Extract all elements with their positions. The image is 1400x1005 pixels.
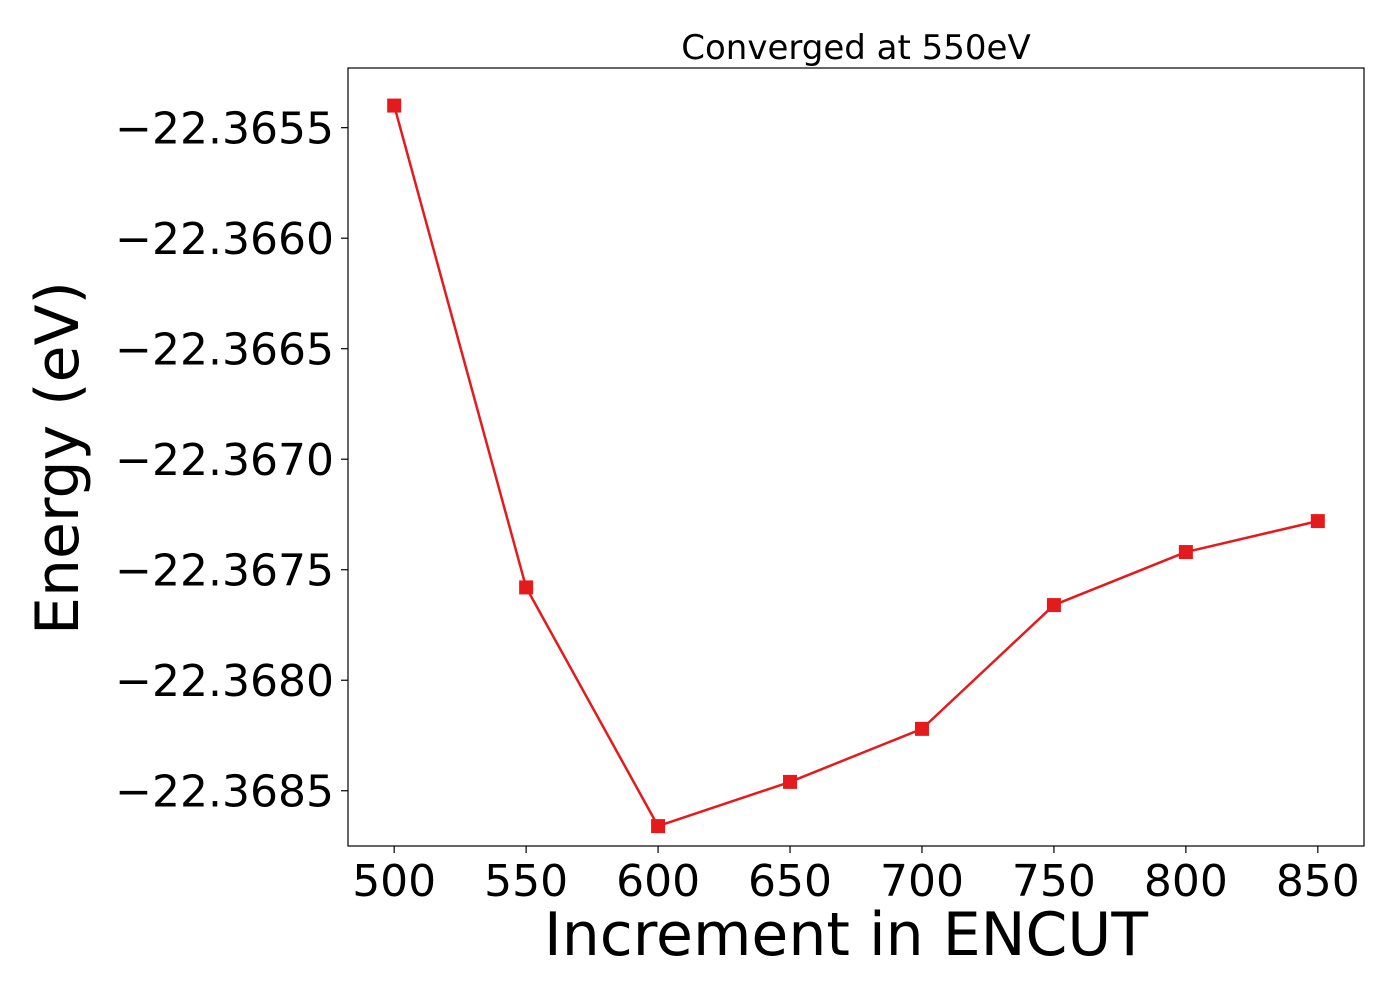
x-axis-ticks: 500 550 600 650 700 750 800 850 (352, 846, 1360, 907)
x-tick-label: 800 (1144, 856, 1228, 907)
y-tick-label: −22.3655 (115, 104, 334, 155)
x-tick-label: 500 (352, 856, 436, 907)
data-point-marker (914, 721, 929, 736)
chart-title: Converged at 550eV (681, 28, 1030, 68)
x-tick-label: 850 (1276, 856, 1360, 907)
y-tick-label: −22.3680 (115, 656, 334, 707)
data-point-marker (519, 580, 534, 595)
data-point-marker (1310, 514, 1325, 529)
plot-area (387, 98, 1325, 834)
y-tick-label: −22.3670 (115, 435, 334, 486)
x-axis-label: Increment in ENCUT (544, 900, 1148, 970)
y-axis-label: Energy (eV) (23, 281, 93, 635)
x-tick-label: 650 (748, 856, 832, 907)
y-axis-ticks: −22.3655 −22.3660 −22.3665 −22.3670 −22.3675… (115, 104, 348, 818)
y-tick-label: −22.3675 (115, 546, 334, 597)
x-tick-label: 700 (880, 856, 964, 907)
data-point-marker (651, 819, 666, 834)
x-tick-label: 750 (1012, 856, 1096, 907)
data-point-marker (1178, 545, 1193, 560)
data-point-marker (387, 98, 402, 113)
data-point-marker (783, 774, 798, 789)
data-point-marker (1046, 598, 1061, 613)
x-tick-label: 550 (484, 856, 568, 907)
plot-frame (347, 67, 1365, 847)
y-tick-label: −22.3660 (115, 214, 334, 265)
y-tick-label: −22.3665 (115, 325, 334, 376)
y-tick-label: −22.3685 (115, 767, 334, 818)
x-tick-label: 600 (616, 856, 700, 907)
series-line (392, 105, 1319, 828)
